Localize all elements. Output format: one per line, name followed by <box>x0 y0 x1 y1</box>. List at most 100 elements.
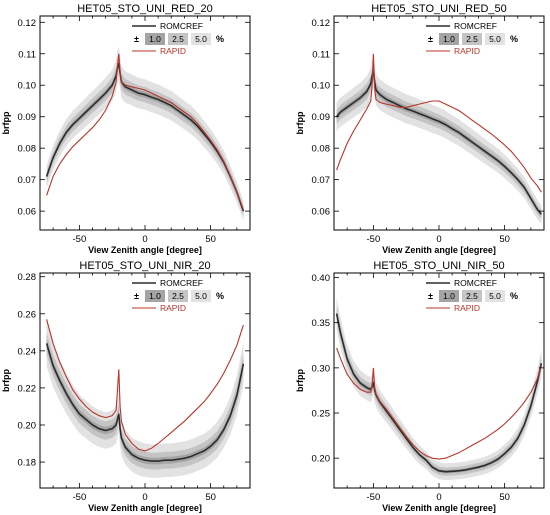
legend-band-swatch <box>191 290 211 302</box>
legend-band-label: 2.5 <box>466 291 478 301</box>
chart-panel-3: -50 0 50 0.18 0.20 0.22 0.24 0.26 0.28 HET05_STO_… <box>1 260 251 513</box>
x-tick-label: -50 <box>73 234 87 245</box>
legend-band-swatch <box>439 33 459 45</box>
y-tick-label: 0.09 <box>18 112 37 123</box>
x-tick-label: 50 <box>205 234 216 245</box>
x-tick-label: 50 <box>205 492 216 503</box>
legend-plus-minus: ± <box>134 291 139 301</box>
y-tick-label: 0.35 <box>312 318 331 329</box>
y-tick-label: 0.12 <box>312 18 331 29</box>
legend-band-swatch <box>191 33 211 45</box>
chart-panel-1: -50 0 50 0.06 0.07 0.08 0.09 0.10 0.11 0.12 HET05_… <box>1 3 251 255</box>
x-tick-label: -50 <box>367 234 381 245</box>
uncertainty-band-5pct <box>336 297 542 481</box>
chart-title: HET05_STO_UNI_NIR_50 <box>373 260 504 272</box>
y-tick-label: 0.25 <box>312 409 331 420</box>
x-axis-label: View Zenith angle [degree] <box>382 245 496 255</box>
y-tick-label: 0.40 <box>312 273 331 284</box>
legend-band-swatch <box>145 33 165 45</box>
uncertainty-band-5pct <box>336 54 542 224</box>
series-line-romcref <box>45 62 245 212</box>
y-tick-label: 0.30 <box>312 363 331 374</box>
legend-band-swatch <box>439 290 459 302</box>
legend-band-label: 1.0 <box>443 291 455 301</box>
x-tick-label: 50 <box>499 492 510 503</box>
x-tick-label: 0 <box>436 492 441 503</box>
y-tick-label: 0.20 <box>18 420 37 431</box>
uncertainty-band-1pct <box>46 59 244 213</box>
legend-plus-minus: ± <box>134 34 139 44</box>
chart-panel-4: -50 0 50 0.20 0.25 0.30 0.35 0.40 HET05_STO_UNI_… <box>295 260 545 513</box>
x-tick-label: 50 <box>499 234 510 245</box>
legend-percent: % <box>216 34 224 44</box>
y-tick-label: 0.26 <box>18 309 37 320</box>
legend-plus-minus: ± <box>428 291 433 301</box>
y-axis-label: brfpp <box>295 369 305 392</box>
y-tick-label: 0.24 <box>18 346 37 357</box>
legend-label-rapid: RAPID <box>160 303 186 313</box>
legend-band-swatch <box>462 33 482 45</box>
y-tick-label: 0.12 <box>18 18 37 29</box>
series-line-romcref <box>335 70 543 215</box>
legend-band-label: 2.5 <box>172 291 184 301</box>
legend-percent: % <box>510 34 518 44</box>
uncertainty-band-5pct <box>46 46 244 221</box>
y-tick-label: 0.07 <box>312 175 331 186</box>
uncertainty-band-2-5pct <box>336 305 542 476</box>
y-tick-label: 0.09 <box>312 112 331 123</box>
x-axis-label: View Zenith angle [degree] <box>88 503 202 513</box>
legend-label-romcref: ROMCREF <box>454 278 497 288</box>
y-axis-label: brfpp <box>295 111 305 134</box>
legend-band-swatch <box>168 290 188 302</box>
legend-band-label: 1.0 <box>443 34 455 44</box>
y-tick-label: 0.11 <box>312 49 330 60</box>
legend-band-label: 2.5 <box>172 34 184 44</box>
y-tick-label: 0.10 <box>18 81 37 92</box>
legend-percent: % <box>510 291 518 301</box>
y-tick-label: 0.06 <box>312 207 331 218</box>
legend-band-label: 5.0 <box>489 34 501 44</box>
x-tick-label: -50 <box>367 492 381 503</box>
chart-panel-2: -50 0 50 0.06 0.07 0.08 0.09 0.10 0.11 0.12 HET05_… <box>295 3 545 255</box>
legend-band-label: 1.0 <box>149 291 161 301</box>
legend-label-rapid: RAPID <box>454 46 480 56</box>
y-tick-label: 0.08 <box>18 144 37 155</box>
y-tick-label: 0.10 <box>312 81 331 92</box>
legend-label-rapid: RAPID <box>160 46 186 56</box>
legend-band-label: 5.0 <box>489 291 501 301</box>
legend-percent: % <box>216 291 224 301</box>
uncertainty-band-2-5pct <box>336 62 542 219</box>
y-tick-label: 0.08 <box>312 144 331 155</box>
uncertainty-band-5pct <box>46 320 244 478</box>
legend-band-swatch <box>485 290 505 302</box>
legend-label-rapid: RAPID <box>454 303 480 313</box>
series-line-romcref <box>45 343 245 462</box>
x-tick-label: 0 <box>436 234 441 245</box>
x-axis-label: View Zenith angle [degree] <box>88 245 202 255</box>
y-tick-label: 0.18 <box>18 458 37 469</box>
legend-band-swatch <box>485 33 505 45</box>
chart-title: HET05_STO_UNI_RED_20 <box>77 3 213 15</box>
x-tick-label: 0 <box>142 234 147 245</box>
y-axis-label: brfpp <box>1 111 11 134</box>
legend-label-romcref: ROMCREF <box>454 21 497 31</box>
y-tick-label: 0.20 <box>312 454 331 465</box>
y-axis-label: brfpp <box>1 369 11 392</box>
chart-title: HET05_STO_UNI_NIR_20 <box>79 260 210 272</box>
legend-label-romcref: ROMCREF <box>160 21 203 31</box>
legend-plus-minus: ± <box>428 34 433 44</box>
x-tick-label: -50 <box>73 492 87 503</box>
y-tick-label: 0.07 <box>18 175 37 186</box>
series-line-rapid <box>336 53 542 193</box>
series-line-rapid <box>46 319 244 452</box>
legend-band-swatch <box>145 290 165 302</box>
legend-band-label: 1.0 <box>149 34 161 44</box>
legend-label-romcref: ROMCREF <box>160 278 203 288</box>
chart-title: HET05_STO_UNI_RED_50 <box>371 3 507 15</box>
x-tick-label: 0 <box>142 492 147 503</box>
x-axis-label: View Zenith angle [degree] <box>382 503 496 513</box>
series-line-rapid <box>336 347 542 460</box>
legend-band-label: 5.0 <box>195 34 207 44</box>
uncertainty-band-2-5pct <box>46 332 244 470</box>
